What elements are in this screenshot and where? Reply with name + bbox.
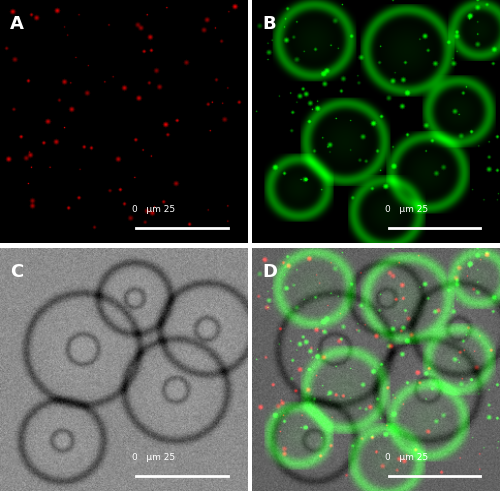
Text: B: B <box>262 15 276 32</box>
Text: D: D <box>262 263 278 280</box>
Text: 0   μm 25: 0 μm 25 <box>132 205 176 214</box>
Text: A: A <box>10 15 24 32</box>
Text: C: C <box>10 263 23 280</box>
Text: 0   μm 25: 0 μm 25 <box>132 453 176 462</box>
Text: 0   μm 25: 0 μm 25 <box>385 453 428 462</box>
Text: 0   μm 25: 0 μm 25 <box>385 205 428 214</box>
